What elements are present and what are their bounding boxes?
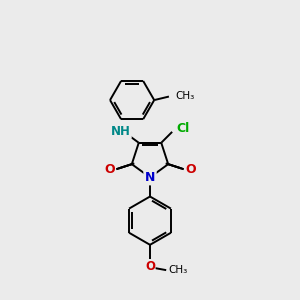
Text: O: O <box>185 163 196 176</box>
Text: N: N <box>145 171 155 184</box>
Text: O: O <box>145 260 155 273</box>
Text: Cl: Cl <box>176 122 189 135</box>
Text: CH₃: CH₃ <box>169 265 188 275</box>
Text: NH: NH <box>111 125 131 138</box>
Text: CH₃: CH₃ <box>176 91 195 101</box>
Text: O: O <box>104 163 115 176</box>
